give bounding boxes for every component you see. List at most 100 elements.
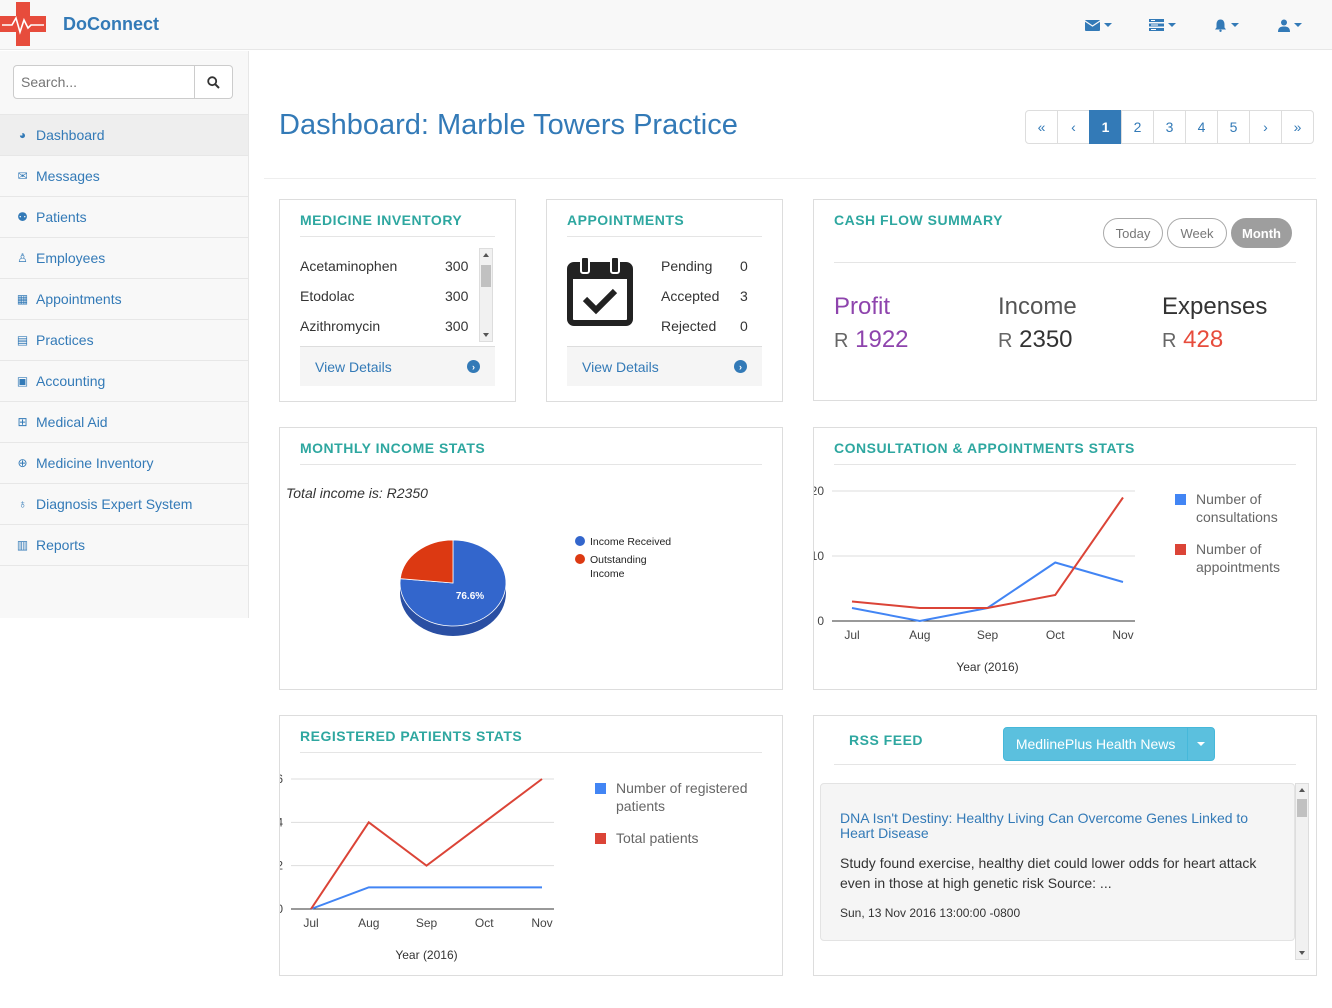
series-line-1 [851,496,1124,609]
messages-dropdown[interactable] [1066,0,1130,50]
legend-label: Income Received [590,536,671,548]
sidebar-item-diagnosis-expert-system[interactable]: ♁ Diagnosis Expert System [0,484,248,525]
filter-week-button[interactable]: Week [1167,218,1227,248]
rss-scrollbar[interactable] [1295,783,1309,960]
chevron-down-icon [1167,23,1176,27]
pagination-prev[interactable]: ‹ [1057,110,1090,144]
x-axis-label: Year (2016) [395,948,457,962]
pagination-next[interactable]: › [1249,110,1282,144]
scroll-up-arrow-icon[interactable] [1299,788,1305,792]
sidebar-item-label: Employees [36,250,106,266]
pagination-page-3[interactable]: 3 [1153,110,1186,144]
sidebar-item-label: Medicine Inventory [36,455,154,471]
series-line-0 [310,886,542,910]
sidebar: ◕ Dashboard ✉ Messages ⚉ Patients ♙ Employee… [0,51,249,618]
x-tick-label: Oct [1046,628,1065,642]
pagination-last[interactable]: » [1281,110,1314,144]
pagination-first[interactable]: « [1025,110,1058,144]
scroll-down-arrow-icon[interactable] [483,333,489,337]
male-icon: ♙ [17,251,28,265]
inventory-view-details-button[interactable]: View Details › [300,346,495,386]
scroll-down-arrow-icon[interactable] [1299,951,1305,955]
panel-title: MEDICINE INVENTORY [300,212,463,228]
x-tick-label: Sep [977,628,999,642]
pagination-page-1[interactable]: 1 [1089,110,1122,144]
sidebar-item-label: Diagnosis Expert System [36,496,193,512]
sidebar-item-appointments[interactable]: ▦ Appointments [0,279,248,320]
sidebar-item-label: Accounting [36,373,106,389]
sidebar-item-medicine-inventory[interactable]: ⊕ Medicine Inventory [0,443,248,484]
panel-title: RSS FEED [849,732,924,748]
legend-marker [575,536,585,546]
profit-label: Profit [834,293,891,320]
legend-marker [595,783,606,794]
income-label: Income [998,293,1077,320]
rss-headline-link[interactable]: DNA Isn't Destiny: Healthy Living Can Ov… [840,810,1249,841]
sidebar-item-accounting[interactable]: ▣ Accounting [0,361,248,402]
sidebar-item-messages[interactable]: ✉ Messages [0,156,248,197]
legend-marker [1175,544,1186,555]
y-tick-label: 20 [814,484,824,498]
x-tick-label: Nov [1112,628,1133,642]
legend-label: Outstanding [590,554,647,566]
legend-label: Total patients [616,830,699,846]
currency-symbol: R [998,330,1013,352]
medical-cross-logo-icon[interactable] [0,2,46,46]
rss-source-toggle[interactable] [1188,728,1214,760]
search-button[interactable] [195,65,233,99]
search-input[interactable] [13,65,195,99]
sidebar-item-label: Patients [36,209,87,225]
sidebar-item-reports[interactable]: ▥ Reports [0,525,248,566]
page-title: Dashboard: Marble Towers Practice [279,109,738,141]
list-item: Acetaminophen 300 [300,258,468,274]
filter-month-button[interactable]: Month [1231,218,1292,248]
scroll-thumb[interactable] [1297,799,1307,817]
x-tick-label: Jul [844,628,859,642]
scroll-thumb[interactable] [481,265,491,287]
appointment-count: 0 [740,258,748,274]
appointments-view-details-button[interactable]: View Details › [567,346,762,386]
search-icon [207,75,220,89]
sidebar-item-dashboard[interactable]: ◕ Dashboard [0,115,248,156]
tasks-dropdown[interactable] [1130,0,1194,50]
panel-divider [834,764,1296,765]
user-dropdown[interactable] [1258,0,1322,50]
pagination-page-5[interactable]: 5 [1217,110,1250,144]
rss-source-dropdown[interactable]: MedlinePlus Health News [1003,727,1215,761]
rss-item: DNA Isn't Destiny: Healthy Living Can Ov… [820,783,1295,941]
scroll-up-arrow-icon[interactable] [483,253,489,257]
appointment-status: Rejected [661,318,717,334]
patients-line-chart: 0 2 4 6 Jul Aug Sep Oct Nov Year (2016) Number of … [280,772,748,962]
legend-marker [1175,494,1186,505]
pagination-page-2[interactable]: 2 [1121,110,1154,144]
rss-date: Sun, 13 Nov 2016 13:00:00 -0800 [840,906,1021,920]
brand-name[interactable]: DoConnect [63,14,159,34]
sidebar-item-medical-aid[interactable]: ⊞ Medical Aid [0,402,248,443]
amount: 1922 [855,326,909,353]
registered-patients-panel: REGISTERED PATIENTS STATS 0 2 4 6 Jul Aug Sep O… [279,715,783,976]
envelope-icon: ✉ [17,169,28,183]
inventory-scrollbar[interactable] [479,248,493,342]
view-details-label: View Details [315,358,392,375]
list-item: Etodolac 300 [300,288,468,304]
rss-summary: Study found exercise, healthy diet could… [840,855,1257,891]
plus-square-icon: ⊞ [17,415,28,429]
x-tick-label: Oct [475,916,494,930]
calendar-icon: ▦ [16,292,29,306]
x-tick-label: Sep [416,916,438,930]
chevron-down-icon [1103,23,1112,27]
pagination-page-4[interactable]: 4 [1185,110,1218,144]
envelope-icon [1084,19,1100,31]
currency-symbol: R [834,330,849,352]
y-tick-label: 2 [280,859,283,873]
list-item: Rejected 0 [661,318,748,334]
sidebar-item-patients[interactable]: ⚉ Patients [0,197,248,238]
sidebar-item-practices[interactable]: ▤ Practices [0,320,248,361]
alerts-dropdown[interactable] [1194,0,1258,50]
medicine-name: Acetaminophen [300,258,398,274]
rss-source-label[interactable]: MedlinePlus Health News [1004,728,1189,760]
filter-today-button[interactable]: Today [1103,218,1163,248]
sidebar-item-employees[interactable]: ♙ Employees [0,238,248,279]
currency-symbol: R [1162,330,1177,352]
list-item: Azithromycin 300 [300,318,468,334]
